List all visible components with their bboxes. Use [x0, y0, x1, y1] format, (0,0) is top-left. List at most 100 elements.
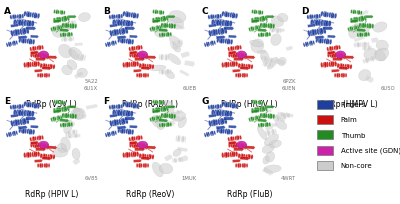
Ellipse shape: [276, 115, 280, 121]
Ellipse shape: [252, 10, 254, 14]
Ellipse shape: [356, 43, 358, 48]
Ellipse shape: [277, 30, 279, 34]
Ellipse shape: [26, 12, 28, 18]
FancyArrow shape: [159, 29, 168, 33]
Ellipse shape: [204, 133, 206, 137]
Ellipse shape: [68, 123, 70, 127]
Ellipse shape: [148, 155, 151, 160]
FancyBboxPatch shape: [317, 131, 333, 140]
Ellipse shape: [112, 110, 116, 116]
Ellipse shape: [327, 48, 329, 52]
Ellipse shape: [359, 43, 362, 48]
Ellipse shape: [260, 23, 262, 29]
Ellipse shape: [162, 123, 164, 128]
Ellipse shape: [263, 56, 266, 61]
FancyArrow shape: [130, 35, 138, 39]
Ellipse shape: [240, 64, 242, 69]
Ellipse shape: [111, 105, 113, 110]
Ellipse shape: [232, 143, 235, 149]
Ellipse shape: [77, 112, 80, 117]
Ellipse shape: [111, 16, 113, 20]
Ellipse shape: [113, 42, 115, 46]
FancyArrow shape: [152, 109, 160, 114]
Ellipse shape: [9, 133, 11, 137]
Ellipse shape: [255, 18, 258, 23]
Ellipse shape: [230, 48, 232, 52]
Ellipse shape: [13, 16, 15, 20]
Ellipse shape: [69, 131, 72, 136]
Ellipse shape: [262, 144, 274, 154]
Ellipse shape: [62, 66, 72, 76]
Ellipse shape: [56, 11, 58, 14]
Ellipse shape: [224, 118, 227, 124]
Ellipse shape: [117, 20, 120, 27]
Ellipse shape: [68, 123, 70, 127]
FancyArrow shape: [315, 36, 324, 40]
Ellipse shape: [60, 11, 62, 16]
Ellipse shape: [372, 57, 374, 62]
Ellipse shape: [225, 102, 228, 108]
Ellipse shape: [155, 101, 157, 104]
Ellipse shape: [359, 70, 371, 81]
Ellipse shape: [154, 108, 157, 114]
Ellipse shape: [29, 130, 32, 135]
Ellipse shape: [128, 129, 130, 135]
Ellipse shape: [121, 29, 124, 35]
Ellipse shape: [232, 152, 234, 157]
Ellipse shape: [246, 163, 248, 168]
Ellipse shape: [233, 53, 236, 59]
Ellipse shape: [225, 152, 227, 158]
Ellipse shape: [21, 38, 24, 44]
Ellipse shape: [256, 26, 258, 30]
Text: RdRp (HRSV L): RdRp (HRSV L): [221, 99, 278, 108]
FancyArrow shape: [371, 37, 378, 44]
Ellipse shape: [171, 112, 173, 116]
Ellipse shape: [272, 24, 275, 30]
Ellipse shape: [240, 54, 243, 60]
Ellipse shape: [242, 163, 244, 168]
Ellipse shape: [261, 123, 263, 128]
Ellipse shape: [330, 13, 333, 19]
Ellipse shape: [142, 54, 146, 60]
FancyArrow shape: [74, 43, 83, 47]
Ellipse shape: [225, 63, 228, 68]
Ellipse shape: [362, 24, 364, 29]
Ellipse shape: [24, 111, 27, 117]
Ellipse shape: [208, 105, 210, 110]
Ellipse shape: [28, 21, 32, 28]
Ellipse shape: [174, 159, 176, 163]
Ellipse shape: [178, 158, 180, 162]
Ellipse shape: [213, 105, 215, 110]
Ellipse shape: [352, 19, 355, 24]
Ellipse shape: [168, 114, 171, 119]
Ellipse shape: [138, 163, 140, 168]
Ellipse shape: [342, 74, 344, 78]
Ellipse shape: [160, 101, 162, 105]
Ellipse shape: [71, 114, 74, 119]
Ellipse shape: [247, 154, 250, 159]
Ellipse shape: [147, 163, 149, 168]
Ellipse shape: [255, 18, 258, 23]
Ellipse shape: [128, 40, 130, 45]
Ellipse shape: [230, 13, 232, 19]
Ellipse shape: [132, 103, 135, 108]
Ellipse shape: [336, 53, 339, 59]
Ellipse shape: [52, 26, 66, 38]
Ellipse shape: [239, 136, 242, 140]
Ellipse shape: [162, 12, 164, 16]
Ellipse shape: [16, 20, 19, 26]
FancyArrow shape: [228, 35, 237, 39]
Ellipse shape: [56, 11, 58, 15]
Ellipse shape: [74, 130, 76, 135]
Ellipse shape: [277, 29, 279, 34]
Ellipse shape: [46, 163, 48, 168]
Ellipse shape: [152, 100, 154, 104]
Ellipse shape: [13, 131, 15, 136]
Ellipse shape: [241, 64, 244, 69]
Ellipse shape: [82, 115, 84, 119]
Ellipse shape: [232, 14, 234, 19]
Ellipse shape: [136, 143, 139, 149]
Ellipse shape: [8, 43, 10, 48]
Ellipse shape: [162, 123, 164, 128]
Ellipse shape: [112, 42, 114, 46]
